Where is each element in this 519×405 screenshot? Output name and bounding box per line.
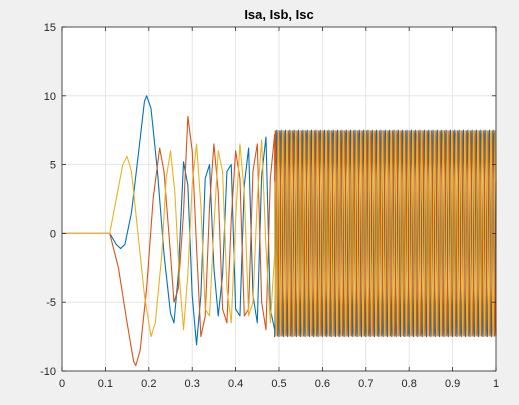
y-axis: -10 -5 0 5 10 15 <box>40 22 496 378</box>
x-tick-label: 0.7 <box>358 378 373 390</box>
y-tick-label: -5 <box>46 297 56 309</box>
x-tick-label: 0.4 <box>228 378 243 390</box>
x-tick-label: 0.9 <box>445 378 460 390</box>
x-axis: 0 0.1 0.2 0.3 0.4 0.5 0.6 0.7 0.8 0.9 1 <box>59 27 499 390</box>
x-tick-label: 0.5 <box>271 378 286 390</box>
x-tick-label: 0.8 <box>402 378 417 390</box>
chart-title: Isa, Isb, Isc <box>244 7 313 22</box>
x-tick-label: 0.3 <box>185 378 200 390</box>
y-tick-label: 10 <box>44 91 56 103</box>
y-tick-label: 0 <box>50 228 56 240</box>
x-tick-label: 0 <box>59 378 65 390</box>
x-tick-label: 0.6 <box>315 378 330 390</box>
series-line-3 <box>62 130 497 338</box>
x-tick-label: 0.1 <box>98 378 113 390</box>
y-tick-label: -10 <box>40 366 56 378</box>
x-tick-label: 1 <box>493 378 499 390</box>
x-tick-label: 0.2 <box>141 378 156 390</box>
y-tick-label: 15 <box>44 22 56 34</box>
series-layer <box>62 95 497 367</box>
y-tick-label: 5 <box>50 160 56 172</box>
